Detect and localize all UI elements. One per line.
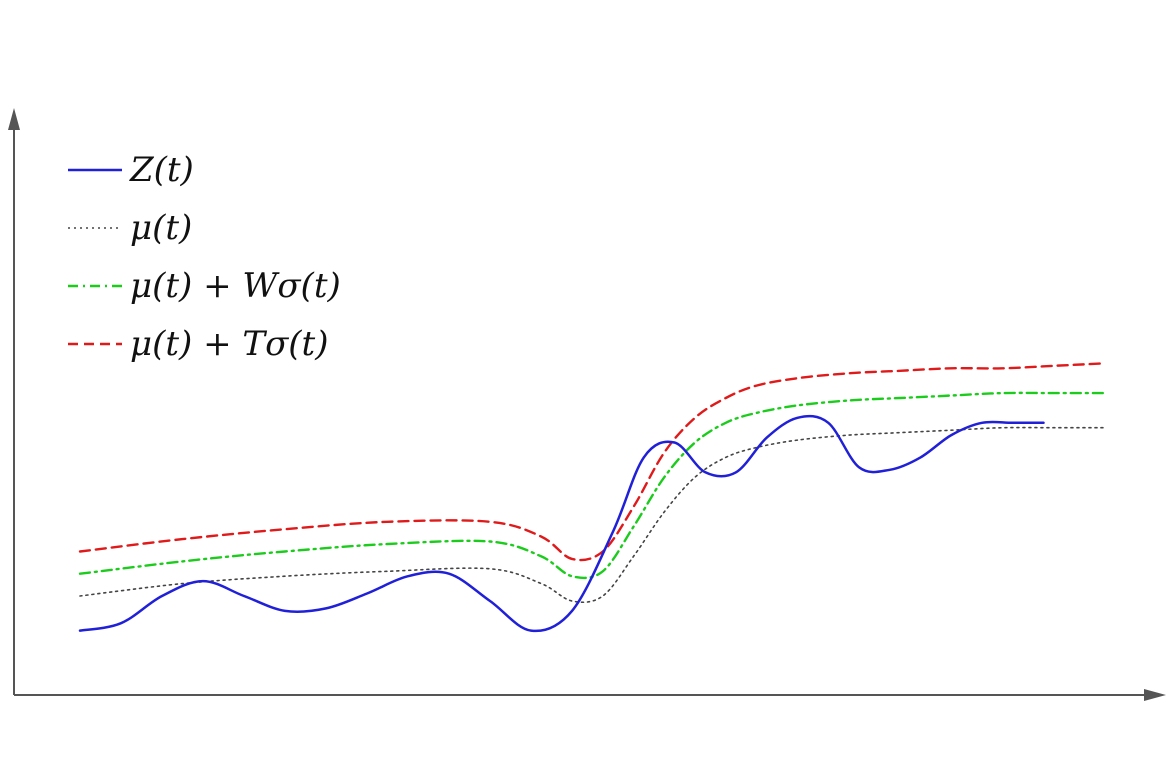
legend-label-2: μ(t) + Wσ(t) (130, 266, 341, 306)
series-line-2 (78, 391, 1107, 580)
series-layer (78, 362, 1107, 633)
legend-label-3: μ(t) + Tσ(t) (130, 324, 328, 364)
y-axis-arrow (8, 108, 20, 130)
legend-label-0: Z(t) (129, 150, 194, 190)
series-line-3 (78, 362, 1107, 562)
chart-axes (8, 108, 1166, 701)
legend: Z(t) μ(t) μ(t) + Wσ(t) μ(t) + Tσ(t) (68, 150, 341, 364)
legend-label-1: μ(t) (130, 208, 192, 248)
series-line-0 (78, 414, 1045, 633)
x-axis-arrow (1144, 689, 1166, 701)
series-line-1 (79, 426, 1106, 604)
